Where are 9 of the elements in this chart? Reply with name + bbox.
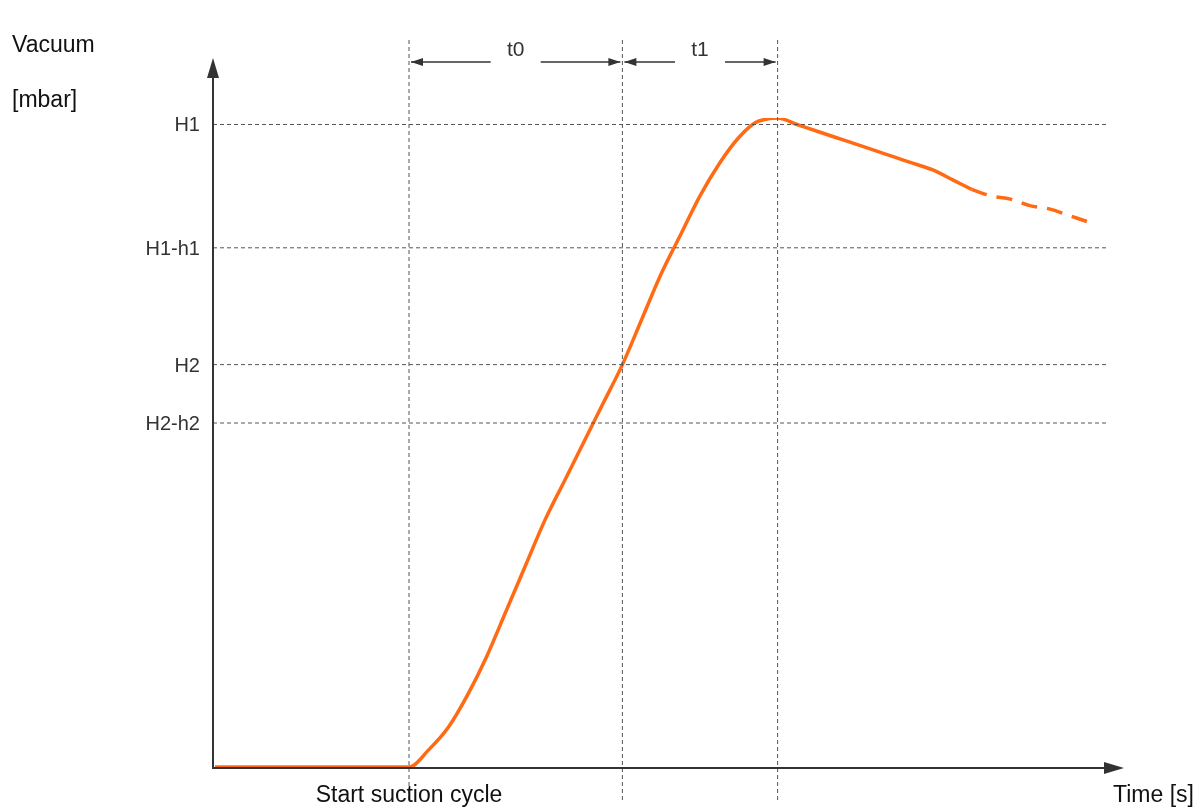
text: Start suction cycle: [315, 781, 503, 807]
text: Vacuum [mbar]: [12, 31, 95, 112]
ref-line-label: H1: [174, 113, 200, 136]
text: t1: [691, 37, 709, 60]
ref-line-label: H2: [174, 353, 200, 376]
x-axis-title: Time [s]: [1113, 781, 1194, 807]
ref-line-label: H1-h1: [145, 236, 200, 259]
text: t0: [506, 37, 525, 60]
ref-line-label: H2-h2: [145, 412, 200, 435]
